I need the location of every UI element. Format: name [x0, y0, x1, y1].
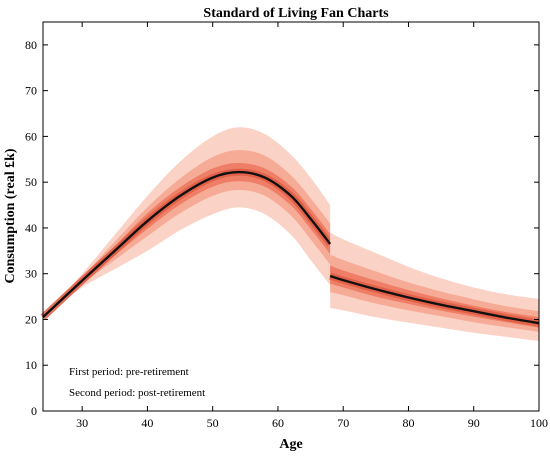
y-tick-label: 50 — [25, 175, 37, 189]
x-tick-label: 70 — [337, 416, 349, 430]
band-90-pre-retirement — [43, 127, 331, 318]
x-axis: 30 40 50 60 70 80 90 100 — [76, 22, 548, 430]
y-tick-label: 10 — [25, 358, 37, 372]
y-tick-label: 70 — [25, 84, 37, 98]
band-60-pre-retirement — [43, 150, 331, 318]
y-tick-label: 80 — [25, 38, 37, 52]
x-axis-label: Age — [279, 437, 302, 452]
y-tick-label: 60 — [25, 129, 37, 143]
median-line-pre-retirement — [42, 170, 332, 319]
band-30-pre-retirement — [43, 162, 331, 318]
x-tick-label: 80 — [402, 416, 414, 430]
y-axis: 0 10 20 30 40 50 60 70 80 — [25, 38, 539, 418]
median-line-post-retirement — [329, 274, 540, 325]
annotation-pre-retirement: First period: pre-retirement — [69, 366, 189, 378]
y-tick-label: 30 — [25, 267, 37, 281]
plot-frame — [42, 21, 540, 412]
x-tick-label: 40 — [141, 416, 153, 430]
y-axis-label: Consumption (real £k) — [3, 148, 18, 283]
x-tick-label: 100 — [530, 416, 548, 430]
x-tick-label: 30 — [76, 416, 88, 430]
x-tick-label: 50 — [207, 416, 219, 430]
annotation-post-retirement: Second period: post-retirement — [69, 387, 205, 399]
x-tick-label: 90 — [468, 416, 480, 430]
x-tick-label: 60 — [272, 416, 284, 430]
y-tick-label: 40 — [25, 221, 37, 235]
y-tick-label: 20 — [25, 312, 37, 326]
median-lines — [42, 170, 540, 325]
chart-title: Standard of Living Fan Charts — [203, 6, 389, 21]
y-tick-label: 0 — [31, 404, 37, 418]
